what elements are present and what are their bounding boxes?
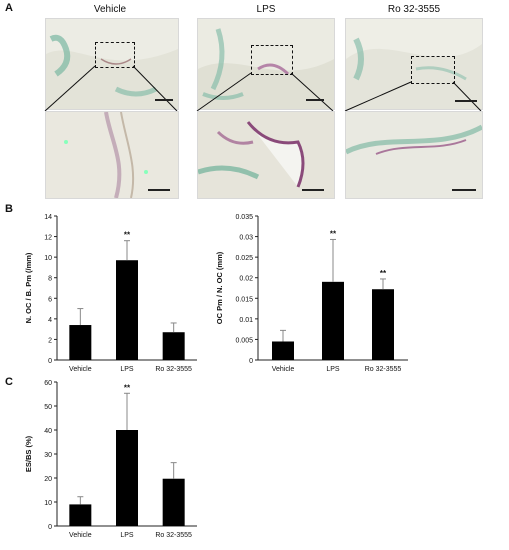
scale-bar-lps-high [302, 189, 324, 191]
y-tick-label: 10 [44, 255, 52, 262]
x-tick-label: Ro 32-3555 [155, 532, 192, 539]
significance-marker: ** [124, 383, 131, 392]
y-tick-label: 0.02 [239, 276, 253, 283]
x-tick-label: Vehicle [69, 532, 92, 539]
y-tick-label: 14 [44, 214, 52, 221]
zoom-box-ro [411, 56, 455, 84]
x-tick-label: Vehicle [272, 366, 295, 373]
x-tick-label: Ro 32-3555 [155, 366, 192, 373]
zoom-box-lps [251, 45, 293, 75]
bar [372, 289, 394, 360]
y-axis-label: OC Pm / N. OC (mm) [215, 251, 224, 324]
bar [69, 504, 92, 526]
scale-bar-ro-high [452, 189, 476, 191]
image-title-vehicle: Vehicle [93, 4, 127, 15]
y-axis-label: N. OC / B. Pm (/mm) [24, 252, 33, 323]
x-tick-label: LPS [326, 366, 340, 373]
y-tick-label: 0.005 [235, 337, 253, 344]
y-tick-label: 0.01 [239, 317, 253, 324]
bar-chart-eroded-surface: 0 10 20 30 40 50 60 ES/BS (%) Vehicle ** LPS Ro 32-… [24, 380, 197, 539]
significance-marker: ** [380, 269, 387, 278]
y-tick-label: 20 [44, 476, 52, 483]
panel-label-c: C [5, 376, 13, 388]
bar-chart-osteoclast-number: 0 2 4 6 8 10 12 14 N. OC / B. Pm (/mm) Vehicle ** L… [24, 214, 197, 373]
y-axis-label: ES/BS (%) [24, 435, 33, 472]
x-tick-label: Vehicle [69, 366, 92, 373]
bar [116, 260, 138, 360]
bar [322, 281, 344, 360]
x-tick-label: LPS [120, 366, 134, 373]
bar [69, 325, 92, 360]
y-tick-label: 0.015 [235, 296, 253, 303]
y-tick-label: 30 [44, 452, 52, 459]
y-tick-label: 0 [48, 524, 52, 531]
micrograph-ro-high [345, 111, 483, 199]
panel-label-b: B [5, 203, 13, 215]
x-tick-label: Ro 32-3555 [365, 366, 402, 373]
bar [272, 341, 294, 360]
scale-bar-vehicle-high [148, 189, 170, 191]
scale-bar-vehicle-low [155, 99, 173, 101]
y-tick-label: 12 [44, 235, 52, 242]
y-tick-label: 6 [48, 296, 52, 303]
y-tick-label: 0 [249, 358, 253, 365]
panel-label-a: A [5, 2, 13, 14]
y-tick-label: 0.035 [235, 214, 253, 221]
bar [116, 430, 138, 526]
y-tick-label: 50 [44, 404, 52, 411]
bar-chart-osteoclast-perimeter: 0 0.005 0.01 0.015 0.02 0.025 0.03 0.035 OC Pm /… [215, 214, 408, 373]
y-tick-label: 4 [48, 317, 52, 324]
x-tick-label: LPS [120, 532, 134, 539]
y-tick-label: 8 [48, 276, 52, 283]
y-tick-label: 2 [48, 337, 52, 344]
y-tick-label: 10 [44, 500, 52, 507]
y-tick-label: 0.025 [235, 255, 253, 262]
y-tick-label: 0 [48, 358, 52, 365]
micrograph-vehicle-low [45, 18, 179, 110]
image-title-lps: LPS [256, 4, 276, 15]
significance-marker: ** [124, 231, 131, 240]
scale-bar-lps-low [306, 99, 324, 101]
micrograph-ro-low [345, 18, 483, 110]
micrograph-lps-high [197, 111, 335, 199]
y-tick-label: 0.03 [239, 235, 253, 242]
bar [162, 332, 185, 360]
y-tick-label: 40 [44, 428, 52, 435]
bar [162, 478, 185, 526]
scale-bar-ro-low [455, 100, 477, 102]
significance-marker: ** [330, 229, 337, 238]
zoom-box-vehicle [95, 42, 135, 68]
y-tick-label: 60 [44, 380, 52, 387]
zoom-lines [44, 65, 482, 112]
image-title-ro: Ro 32-3555 [387, 4, 441, 15]
micrograph-vehicle-high [45, 111, 179, 199]
